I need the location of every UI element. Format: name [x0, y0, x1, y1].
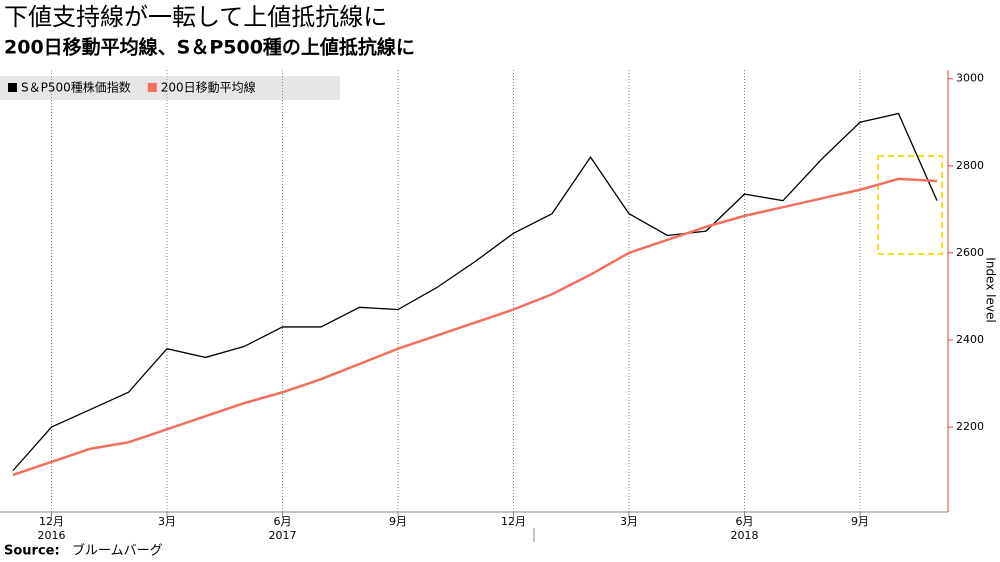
- year-label: 2018: [731, 529, 759, 542]
- x-tick-label: 6月: [736, 515, 754, 528]
- year-label: 2016: [38, 529, 66, 542]
- source-label: Source:: [4, 544, 60, 559]
- legend-label: 200日移動平均線: [161, 80, 256, 95]
- legend-box: [0, 76, 340, 100]
- x-tick-label: 9月: [389, 515, 407, 528]
- y-tick-label: 2400: [956, 333, 984, 346]
- x-tick-label: 12月: [39, 515, 64, 528]
- x-tick-label: 3月: [620, 515, 638, 528]
- legend-label: S＆P500種株価指数: [21, 80, 131, 95]
- legend-swatch: [147, 83, 157, 92]
- series-line: [12, 112, 938, 472]
- x-tick-label: 3月: [158, 515, 176, 528]
- y-axis-label: Index level: [984, 257, 998, 322]
- source: ブルームバーグ: [72, 543, 163, 559]
- y-tick-label: 2800: [956, 159, 984, 172]
- x-tick-label: 12月: [501, 515, 526, 528]
- x-tick-label: 9月: [851, 515, 869, 528]
- y-tick-label: 2600: [956, 246, 984, 259]
- y-tick-label: 3000: [956, 72, 984, 85]
- series-line: [12, 177, 938, 477]
- legend-swatch: [8, 83, 17, 92]
- year-label: 2017: [269, 529, 297, 542]
- highlight-box: [877, 155, 943, 255]
- x-tick-label: 6月: [274, 515, 292, 528]
- chart-subtitle: 200日移動平均線、S＆P500種の上値抵抗線に: [4, 36, 415, 59]
- chart-title: 下値支持線が一転して上値抵抗線に: [4, 3, 387, 31]
- y-tick-label: 2200: [956, 420, 984, 433]
